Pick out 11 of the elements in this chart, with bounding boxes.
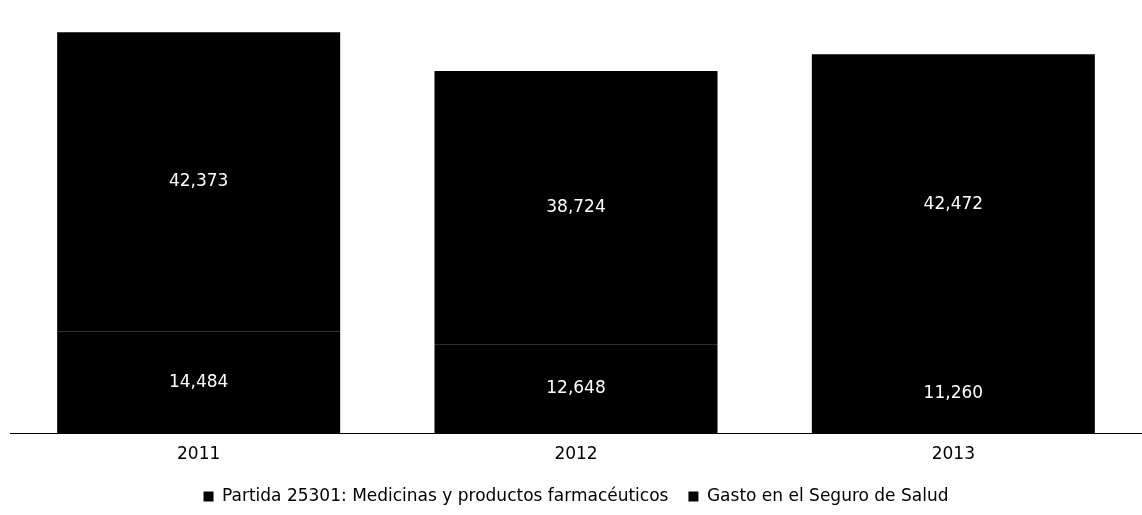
data-label: 14,484 xyxy=(168,370,229,391)
x-tick-label: 2013 xyxy=(931,443,975,464)
legend-label: Partida 25301: Medicinas y productos farmacéuticos xyxy=(222,484,669,505)
x-tick-label: 2011 xyxy=(177,443,221,464)
data-label: 42,373 xyxy=(168,170,229,191)
data-label: 12,648 xyxy=(546,377,606,398)
data-label: 42,472 xyxy=(923,192,984,213)
x-tick-label: 2012 xyxy=(554,443,598,464)
data-label: 38,724 xyxy=(546,196,606,217)
legend-label: Gasto en el Seguro de Salud xyxy=(706,484,949,505)
data-label: 11,260 xyxy=(923,382,984,403)
